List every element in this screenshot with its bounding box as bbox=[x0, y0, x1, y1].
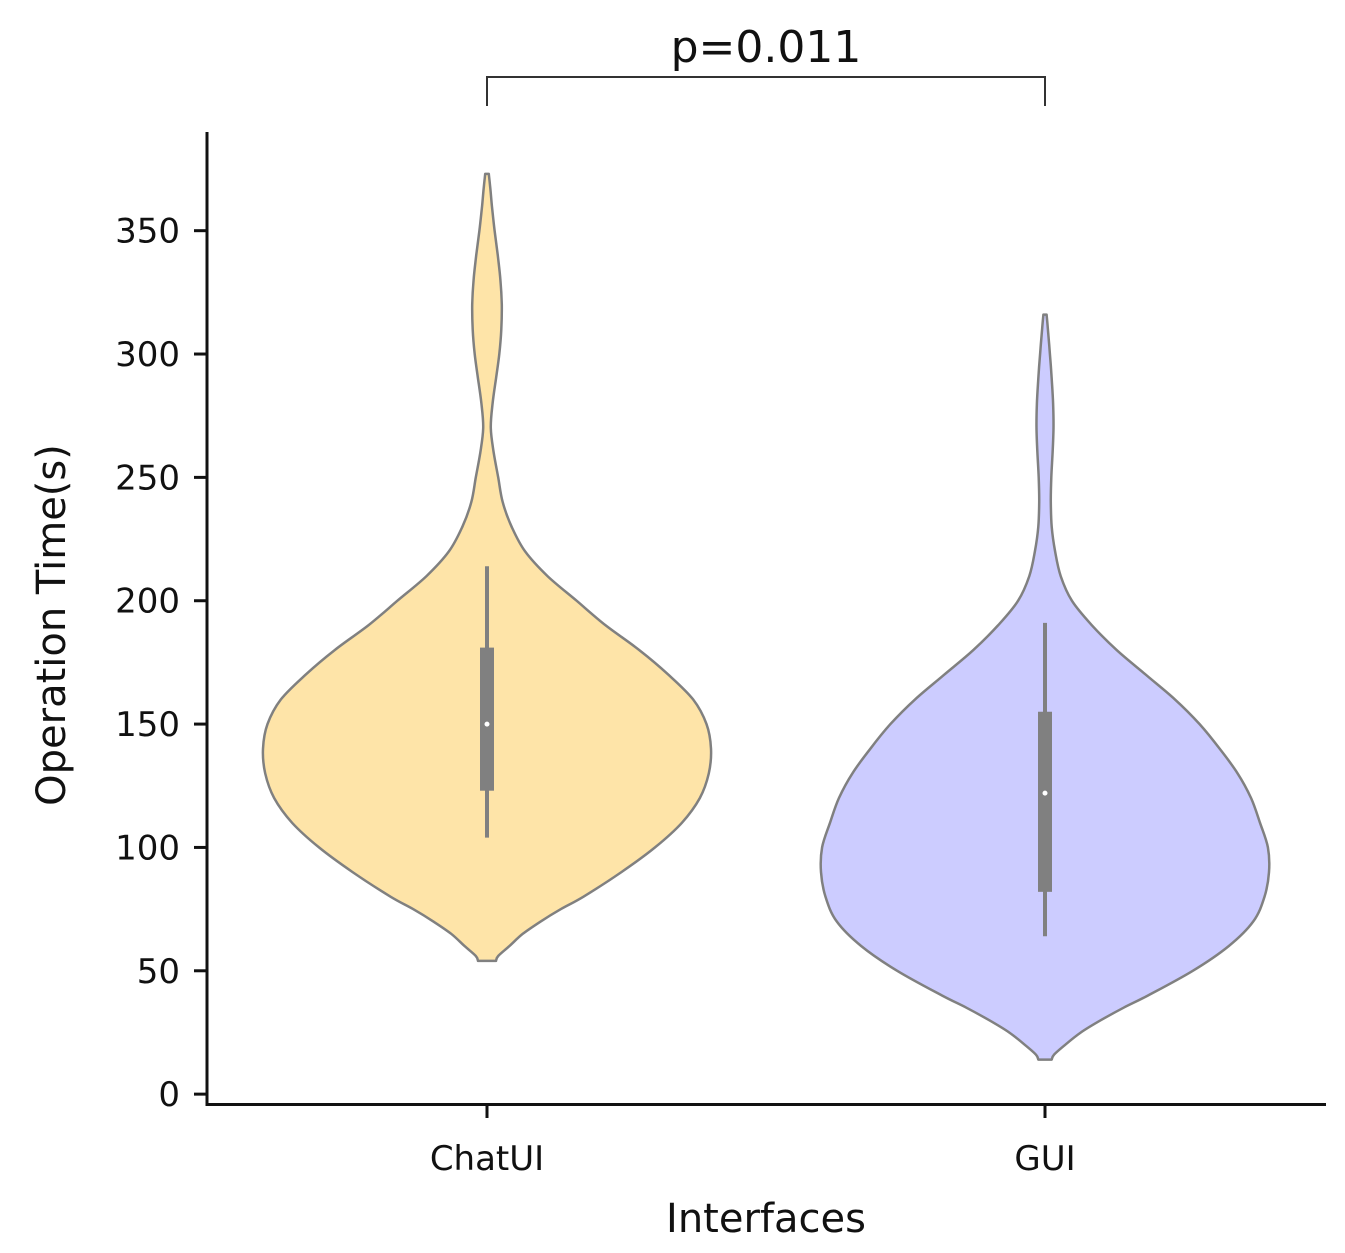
x-tick-label: ChatUI bbox=[430, 1139, 544, 1179]
median-marker-chatui bbox=[484, 721, 490, 727]
y-axis-label: Operation Time(s) bbox=[29, 444, 75, 806]
x-tick-label: GUI bbox=[1014, 1139, 1075, 1179]
box-markers-layer bbox=[480, 566, 1052, 937]
y-tick-label: 100 bbox=[115, 828, 180, 868]
x-axis-label: Interfaces bbox=[666, 1196, 866, 1242]
median-marker-gui bbox=[1042, 790, 1048, 796]
y-tick-label: 0 bbox=[158, 1075, 180, 1115]
x-ticks: ChatUI GUI bbox=[430, 1104, 1076, 1179]
significance-annotations: p=0.011 bbox=[486, 22, 1046, 106]
iqr-box-chatui bbox=[480, 647, 494, 791]
y-tick-label: 350 bbox=[115, 212, 180, 252]
p-value-label: p=0.011 bbox=[671, 22, 862, 73]
significance-bracket bbox=[486, 76, 1046, 106]
y-tick-label: 300 bbox=[115, 335, 180, 375]
y-ticks: 0 50 100 150 200 250 300 350 bbox=[115, 212, 207, 1115]
iqr-box-gui bbox=[1038, 711, 1052, 892]
y-tick-label: 250 bbox=[115, 458, 180, 498]
y-tick-label: 50 bbox=[137, 952, 180, 992]
violins-layer bbox=[261, 172, 1271, 1061]
y-tick-label: 200 bbox=[115, 582, 180, 622]
y-tick-label: 150 bbox=[115, 705, 180, 745]
